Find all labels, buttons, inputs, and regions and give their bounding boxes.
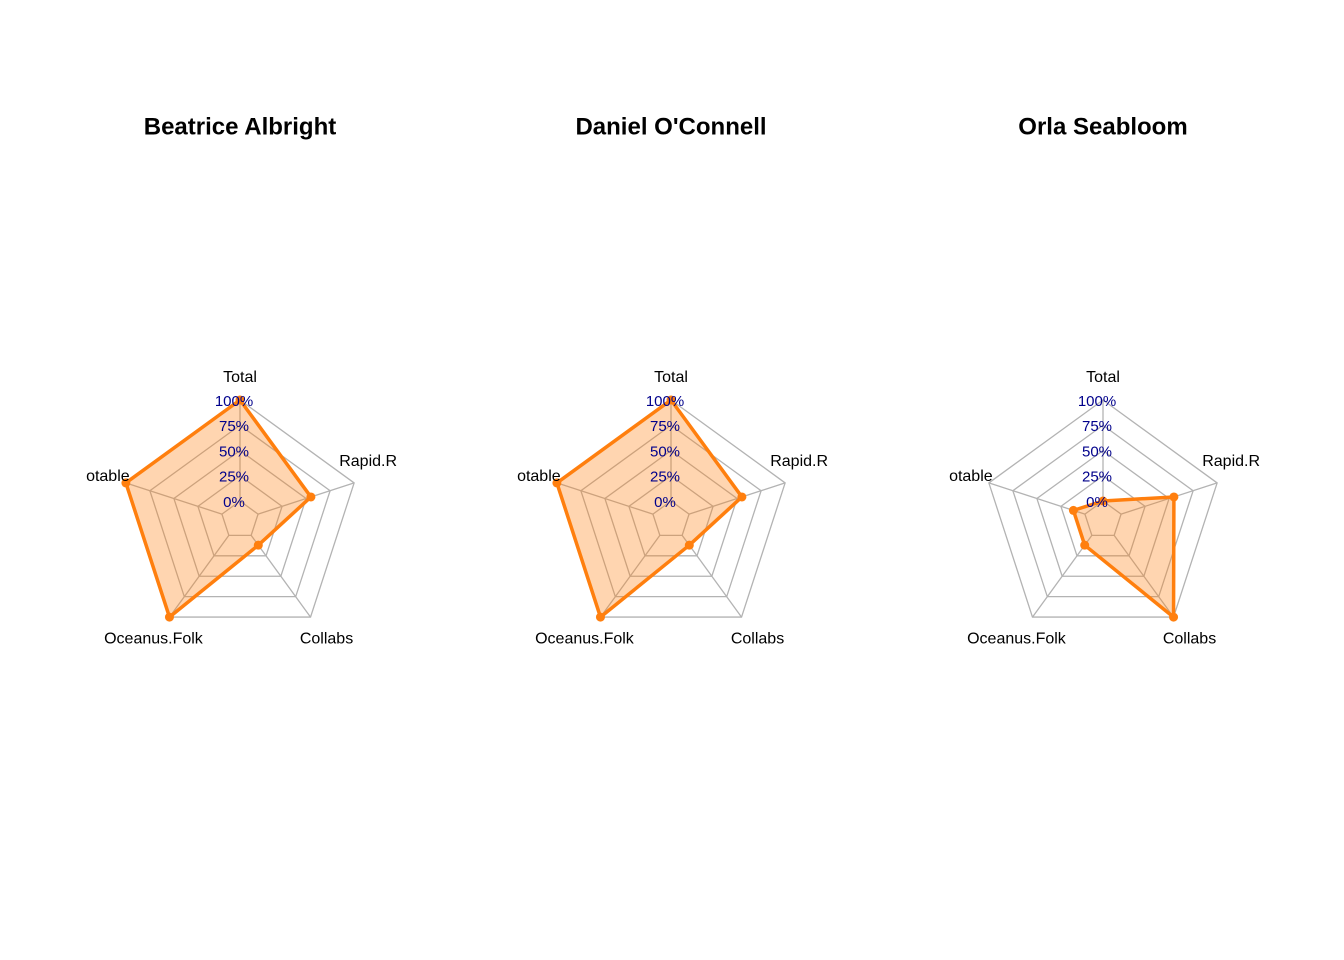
tick-label: 75% — [650, 418, 680, 435]
axis-label-rapid-r: Rapid.R — [770, 453, 828, 470]
data-series-area — [555, 398, 744, 619]
tick-label: 75% — [219, 418, 249, 435]
axis-spoke — [168, 534, 230, 618]
axis-label-collabs: Collabs — [300, 630, 353, 647]
tick-label: 0% — [654, 494, 676, 511]
axis-label-total: Total — [223, 369, 257, 386]
tick-label: 100% — [646, 393, 684, 410]
data-point-collabs — [1169, 612, 1179, 622]
grid-ring — [1084, 500, 1122, 537]
data-point-otable — [1068, 505, 1078, 515]
grid-ring — [604, 449, 738, 577]
grid-ring — [197, 474, 283, 557]
axis-label-oceanus-folk: Oceanus.Folk — [967, 630, 1067, 647]
axis-label-total: Total — [654, 369, 688, 386]
axis-label-collabs: Collabs — [1163, 630, 1216, 647]
axis-spoke — [688, 482, 786, 515]
grid-ring — [1060, 474, 1146, 557]
grid-ring — [221, 500, 259, 537]
tick-label: 100% — [1078, 393, 1116, 410]
tick-label: 50% — [219, 443, 249, 460]
axis-spoke — [681, 534, 743, 618]
data-point-oceanus-folk — [595, 612, 605, 622]
grid-ring — [628, 474, 714, 557]
grid-ring — [988, 399, 1218, 618]
axis-label-rapid-r: Rapid.R — [339, 453, 397, 470]
panel-title: Daniel O'Connell — [575, 113, 766, 140]
radar-panel-3: Orla Seabloom 0% 25% 50% 75% 100% Total Rapid.R… — [949, 113, 1260, 647]
axis-spoke — [988, 482, 1086, 515]
data-point-total — [1098, 496, 1108, 506]
data-point-rapid-r — [306, 492, 316, 502]
data-point-collabs — [253, 540, 263, 550]
axis-label-collabs: Collabs — [731, 630, 784, 647]
axis-label-oceanus-folk: Oceanus.Folk — [104, 630, 204, 647]
tick-label: 100% — [215, 393, 253, 410]
grid-ring — [652, 500, 690, 537]
axis-spoke — [125, 482, 223, 515]
axis-label-otable: otable — [86, 468, 130, 485]
grid-ring — [580, 424, 762, 598]
data-point-oceanus-folk — [164, 612, 174, 622]
axis-spoke — [556, 482, 654, 515]
data-point-otable — [121, 478, 131, 488]
tick-label: 0% — [223, 494, 245, 511]
axis-label-rapid-r: Rapid.R — [1202, 453, 1260, 470]
data-point-rapid-r — [1169, 492, 1179, 502]
axis-label-total: Total — [1086, 369, 1120, 386]
tick-label: 25% — [1082, 469, 1112, 486]
data-point-rapid-r — [737, 492, 747, 502]
radar-panel-1: Beatrice Albright 0% 25% 50% 75% 100% Total Rap… — [86, 113, 397, 647]
tick-label: 0% — [1086, 494, 1108, 511]
data-point-otable — [552, 478, 562, 488]
radar-panel-2: Daniel O'Connell 0% 25% 50% 75% 100% Total Rapi… — [517, 113, 828, 647]
grid-ring — [1036, 449, 1170, 577]
axis-spoke — [257, 482, 355, 515]
grid-ring — [1012, 424, 1194, 598]
axis-label-otable: otable — [949, 468, 993, 485]
grid-ring — [173, 449, 307, 577]
data-point-total — [666, 395, 676, 405]
panel-title: Orla Seabloom — [1018, 113, 1187, 140]
tick-label: 25% — [219, 469, 249, 486]
axis-spoke — [1113, 534, 1175, 618]
data-series-area — [1071, 495, 1176, 619]
data-point-oceanus-folk — [1080, 540, 1090, 550]
tick-label: 50% — [650, 443, 680, 460]
grid-ring — [149, 424, 331, 598]
axis-spoke — [599, 534, 661, 618]
data-series-area — [124, 398, 313, 619]
axis-spoke — [250, 534, 312, 618]
axis-spoke — [1031, 534, 1093, 618]
data-point-total — [235, 395, 245, 405]
tick-label: 75% — [1082, 418, 1112, 435]
panel-title: Beatrice Albright — [144, 113, 336, 140]
tick-label: 50% — [1082, 443, 1112, 460]
axis-label-otable: otable — [517, 468, 561, 485]
tick-label: 25% — [650, 469, 680, 486]
axis-label-oceanus-folk: Oceanus.Folk — [535, 630, 635, 647]
data-point-collabs — [684, 540, 694, 550]
